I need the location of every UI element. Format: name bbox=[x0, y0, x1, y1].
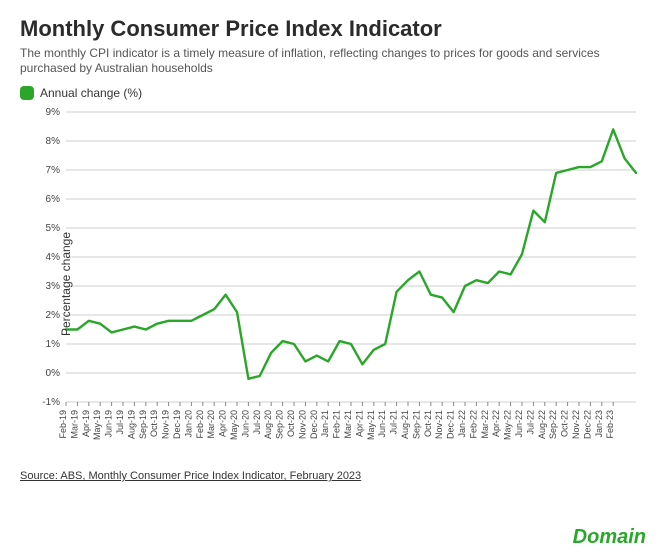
svg-text:Oct-19: Oct-19 bbox=[149, 410, 159, 437]
svg-text:Jan-22: Jan-22 bbox=[457, 410, 467, 438]
svg-text:May-20: May-20 bbox=[229, 410, 239, 440]
svg-text:2%: 2% bbox=[46, 310, 61, 321]
svg-text:3%: 3% bbox=[46, 281, 61, 292]
svg-text:Sep-21: Sep-21 bbox=[411, 410, 421, 439]
legend: Annual change (%) bbox=[20, 86, 646, 100]
svg-text:6%: 6% bbox=[46, 194, 61, 205]
svg-text:Nov-22: Nov-22 bbox=[571, 410, 581, 439]
legend-swatch-icon bbox=[20, 86, 34, 100]
chart-title: Monthly Consumer Price Index Indicator bbox=[20, 16, 646, 42]
svg-text:7%: 7% bbox=[46, 165, 61, 176]
svg-text:Mar-20: Mar-20 bbox=[206, 410, 216, 439]
svg-text:Jul-19: Jul-19 bbox=[115, 410, 125, 435]
svg-text:Aug-21: Aug-21 bbox=[400, 410, 410, 439]
legend-label: Annual change (%) bbox=[40, 86, 142, 100]
svg-text:0%: 0% bbox=[46, 368, 61, 379]
svg-text:8%: 8% bbox=[46, 136, 61, 147]
svg-text:Feb-19: Feb-19 bbox=[58, 410, 68, 439]
svg-text:4%: 4% bbox=[46, 252, 61, 263]
svg-text:Jan-21: Jan-21 bbox=[320, 410, 330, 438]
svg-text:Oct-22: Oct-22 bbox=[560, 410, 570, 437]
svg-text:Jun-22: Jun-22 bbox=[514, 410, 524, 438]
brand-logo: Domain bbox=[573, 526, 646, 549]
source-line: Source: ABS, Monthly Consumer Price Inde… bbox=[20, 470, 646, 482]
svg-text:Jun-20: Jun-20 bbox=[240, 410, 250, 438]
svg-text:Jul-20: Jul-20 bbox=[252, 410, 262, 435]
svg-text:Feb-20: Feb-20 bbox=[195, 410, 205, 439]
svg-text:Jul-21: Jul-21 bbox=[389, 410, 399, 435]
svg-text:Aug-20: Aug-20 bbox=[263, 410, 273, 439]
line-chart: -1% 0% 1% 2% 3% 4% 5% 6% 7% 8% 9% Feb-19Mar-19Apr-1… bbox=[20, 104, 646, 464]
svg-text:Aug-22: Aug-22 bbox=[537, 410, 547, 439]
svg-text:5%: 5% bbox=[46, 223, 61, 234]
svg-text:Jan-20: Jan-20 bbox=[183, 410, 193, 438]
svg-text:Aug-19: Aug-19 bbox=[126, 410, 136, 439]
svg-text:Jul-22: Jul-22 bbox=[525, 410, 535, 435]
svg-text:Nov-21: Nov-21 bbox=[434, 410, 444, 439]
svg-text:9%: 9% bbox=[46, 107, 61, 118]
svg-text:-1%: -1% bbox=[42, 397, 60, 408]
svg-text:Dec-21: Dec-21 bbox=[446, 410, 456, 439]
svg-text:Dec-19: Dec-19 bbox=[172, 410, 182, 439]
svg-text:Feb-22: Feb-22 bbox=[468, 410, 478, 439]
svg-text:Apr-21: Apr-21 bbox=[354, 410, 364, 437]
svg-text:Jun-19: Jun-19 bbox=[104, 410, 114, 438]
svg-text:Apr-19: Apr-19 bbox=[81, 410, 91, 437]
svg-text:May-22: May-22 bbox=[503, 410, 513, 440]
svg-text:Mar-19: Mar-19 bbox=[69, 410, 79, 439]
chart-area: Percentage change -1% 0% 1% 2% 3% 4% 5% 6% 7% 8% 9… bbox=[20, 104, 646, 464]
svg-text:Jan-23: Jan-23 bbox=[594, 410, 604, 438]
svg-text:Apr-22: Apr-22 bbox=[491, 410, 501, 437]
chart-subtitle: The monthly CPI indicator is a timely me… bbox=[20, 46, 646, 76]
svg-text:May-21: May-21 bbox=[366, 410, 376, 440]
svg-text:Mar-21: Mar-21 bbox=[343, 410, 353, 439]
svg-text:May-19: May-19 bbox=[92, 410, 102, 440]
svg-text:Dec-22: Dec-22 bbox=[582, 410, 592, 439]
svg-text:1%: 1% bbox=[46, 339, 61, 350]
svg-text:Dec-20: Dec-20 bbox=[309, 410, 319, 439]
svg-text:Sep-22: Sep-22 bbox=[548, 410, 558, 439]
svg-text:Feb-21: Feb-21 bbox=[332, 410, 342, 439]
svg-text:Nov-19: Nov-19 bbox=[161, 410, 171, 439]
svg-text:Oct-21: Oct-21 bbox=[423, 410, 433, 437]
svg-text:Apr-20: Apr-20 bbox=[218, 410, 228, 437]
y-axis-label: Percentage change bbox=[59, 232, 73, 336]
svg-text:Sep-20: Sep-20 bbox=[275, 410, 285, 439]
svg-text:Nov-20: Nov-20 bbox=[297, 410, 307, 439]
svg-text:Mar-22: Mar-22 bbox=[480, 410, 490, 439]
svg-text:Sep-19: Sep-19 bbox=[138, 410, 148, 439]
svg-text:Jun-21: Jun-21 bbox=[377, 410, 387, 438]
svg-text:Feb-23: Feb-23 bbox=[605, 410, 615, 439]
svg-text:Oct-20: Oct-20 bbox=[286, 410, 296, 437]
